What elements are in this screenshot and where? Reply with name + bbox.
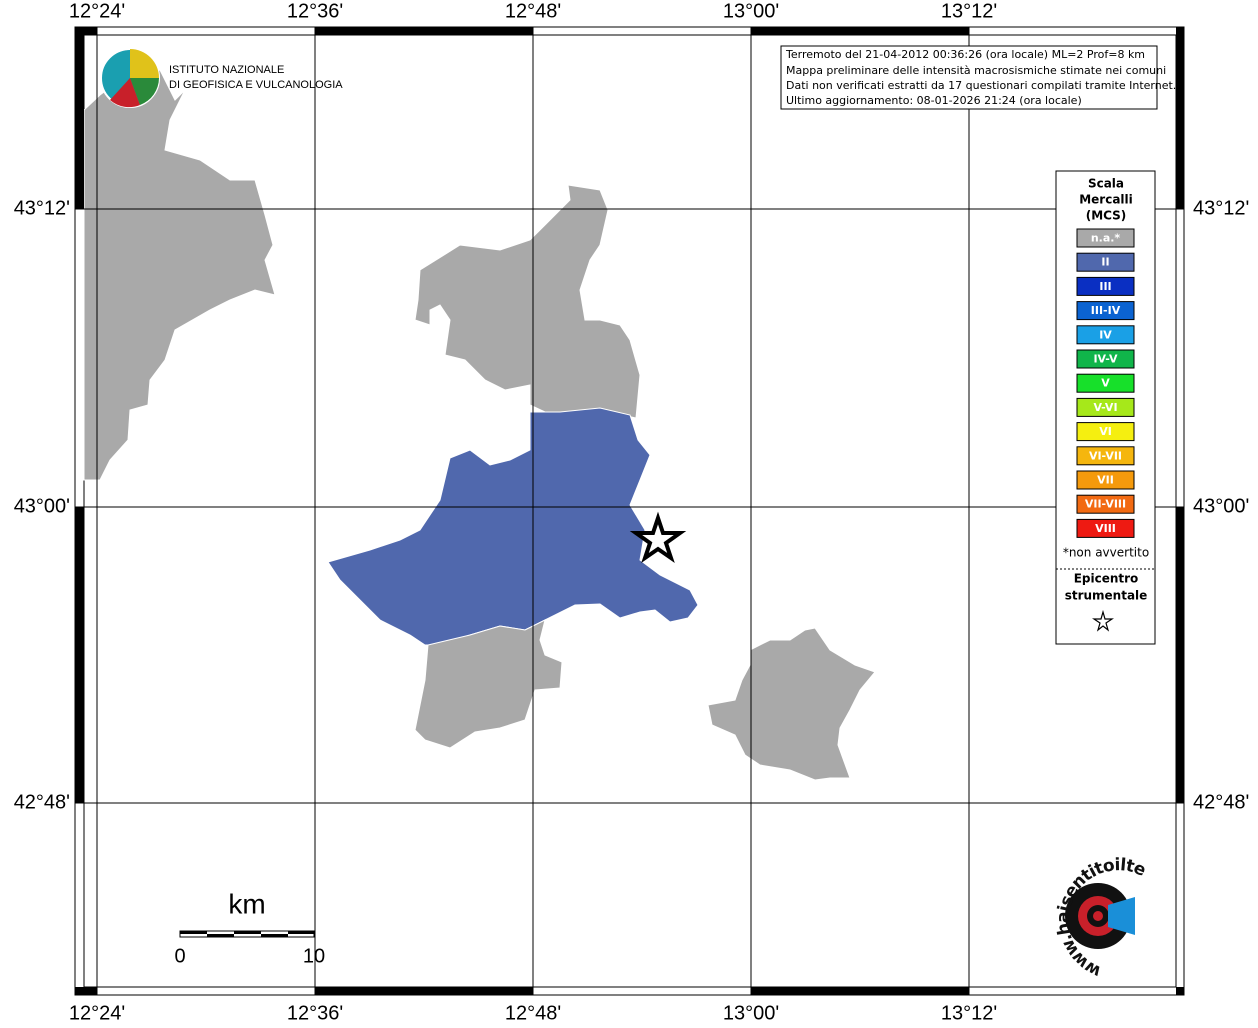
scale-tick: 10: [303, 945, 325, 967]
legend-swatch: [1076, 301, 1135, 321]
lon-label: 12°36': [287, 0, 343, 22]
legend-label: IV: [1099, 328, 1112, 341]
frame-bands: [75, 27, 1184, 995]
legend-label: VII-VIII: [1085, 498, 1126, 511]
lon-label: 12°24': [69, 0, 125, 22]
scale-tick: 0: [174, 945, 185, 967]
info-box: Terremoto del 21-04-2012 00:36:26 (ora l…: [780, 45, 1176, 110]
scale-bar: km 0 10: [174, 888, 325, 967]
legend-swatch: [1076, 422, 1135, 442]
legend-label: n.a.*: [1091, 232, 1121, 245]
lon-label: 13°00': [723, 0, 779, 22]
legend-label: III: [1099, 280, 1111, 293]
lat-label: 43°12': [14, 197, 70, 219]
legend-note: *non avvertito: [1063, 546, 1149, 560]
legend-epicenter: strumentale: [1065, 589, 1148, 603]
legend-title: Scala: [1088, 177, 1124, 191]
lon-label: 12°48': [505, 1002, 561, 1024]
legend-label: V: [1101, 377, 1110, 390]
lon-label: 12°48': [505, 0, 561, 22]
legend-swatch: [1076, 252, 1135, 272]
epicenter-star: [629, 511, 687, 564]
ingv-logo: ISTITUTO NAZIONALE DI GEOFISICA E VULCAN…: [100, 48, 343, 108]
legend-swatch: [1076, 228, 1135, 248]
legend-swatch: [1076, 494, 1135, 514]
legend-swatch: [1076, 470, 1135, 490]
legend-label: VIII: [1095, 522, 1116, 535]
legend-label: V-VI: [1093, 401, 1117, 414]
legend-title: Mercalli: [1079, 193, 1133, 207]
lat-label: 42°48': [14, 791, 70, 813]
legend-label: VI: [1099, 425, 1112, 438]
info-line: Ultimo aggiornamento: 08-01-2026 21:24 (…: [786, 94, 1082, 107]
scale-unit: km: [228, 888, 265, 919]
legend-swatch: [1076, 446, 1135, 466]
legend-label: VII: [1097, 474, 1114, 487]
legend-swatch: [1076, 349, 1135, 369]
legend-epicenter: Epicentro: [1074, 572, 1139, 586]
legend-label: IV-V: [1093, 353, 1118, 366]
legend-swatch: [1076, 397, 1135, 417]
legend: Scala Mercalli (MCS) *non avvertito Epic…: [1055, 170, 1156, 645]
info-line: Dati non verificati estratti da 17 quest…: [786, 79, 1176, 92]
legend-label: III-IV: [1091, 304, 1121, 317]
lon-label: 12°24': [69, 1002, 125, 1024]
legend-title: (MCS): [1086, 209, 1127, 223]
info-line: Terremoto del 21-04-2012 00:36:26 (ora l…: [785, 48, 1145, 61]
lon-label: 13°00': [723, 1002, 779, 1024]
info-line: Mappa preliminare delle intensità macros…: [786, 64, 1166, 77]
legend-swatch: [1076, 518, 1135, 538]
legend-swatch: [1076, 325, 1135, 345]
lon-label: 12°36': [287, 1002, 343, 1024]
legend-label: VI-VII: [1089, 449, 1122, 462]
legend-swatch: [1076, 373, 1135, 393]
lat-label: 43°12': [1193, 197, 1249, 219]
logo-text: ISTITUTO NAZIONALE: [169, 64, 284, 76]
legend-label: II: [1101, 256, 1109, 269]
legend-swatch: [1076, 276, 1135, 296]
lat-label: 42°48': [1193, 791, 1249, 813]
lon-label: 13°12': [941, 1002, 997, 1024]
logo-text: DI GEOFISICA E VULCANOLOGIA: [169, 79, 343, 91]
lon-label: 13°12': [941, 0, 997, 22]
regions: [83, 69, 876, 781]
lat-label: 43°00': [1193, 495, 1249, 517]
lat-label: 43°00': [14, 495, 70, 517]
graticule: [75, 27, 1184, 995]
